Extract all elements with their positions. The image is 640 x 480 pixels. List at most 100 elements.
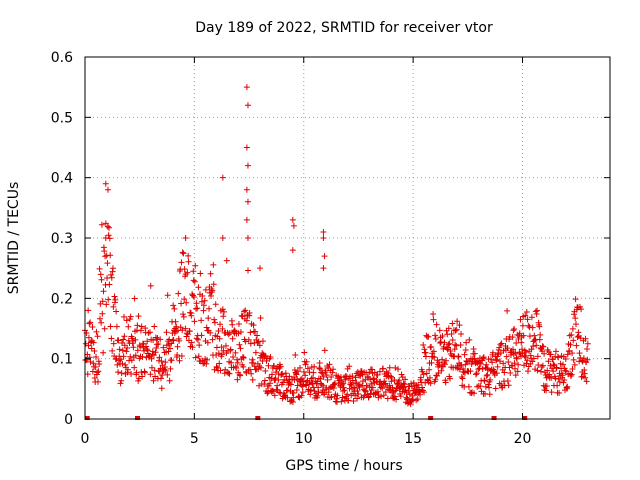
data-point: [261, 381, 268, 388]
data-point: [494, 363, 501, 370]
data-point: [284, 394, 291, 401]
zero-point: [428, 416, 434, 420]
data-point: [583, 378, 590, 385]
data-point: [496, 344, 503, 351]
data-point: [201, 297, 208, 304]
data-point: [147, 282, 154, 289]
zero-point: [491, 416, 497, 420]
data-point: [90, 360, 97, 367]
data-point: [195, 336, 202, 343]
data-point: [182, 325, 189, 332]
data-point: [519, 322, 526, 329]
data-point: [255, 366, 262, 373]
data-point: [320, 265, 327, 272]
data-point: [259, 350, 266, 357]
data-point: [112, 296, 119, 303]
data-point: [485, 381, 492, 388]
data-point: [200, 302, 207, 309]
data-point: [402, 387, 409, 394]
data-point: [303, 382, 310, 389]
data-point: [96, 315, 103, 322]
data-point: [211, 316, 218, 323]
data-point: [353, 379, 360, 386]
data-point: [512, 349, 519, 356]
data-point: [188, 312, 195, 319]
data-point: [350, 397, 357, 404]
data-point: [246, 366, 253, 373]
data-point: [317, 365, 324, 372]
data-point: [562, 367, 569, 374]
data-point: [564, 383, 571, 390]
data-point: [219, 235, 226, 241]
x-tick-labels: 0 5 10 15 20: [81, 431, 532, 447]
data-point: [183, 299, 190, 306]
data-point: [445, 341, 452, 348]
data-point: [226, 370, 233, 377]
data-point: [536, 323, 543, 330]
data-point: [582, 374, 589, 381]
zero-point: [522, 416, 528, 420]
data-point: [225, 370, 232, 377]
data-point: [505, 382, 512, 389]
data-point: [289, 247, 296, 254]
data-point: [509, 334, 516, 341]
data-point: [552, 348, 559, 355]
data-point: [498, 340, 505, 347]
data-point: [441, 361, 448, 368]
data-point: [535, 361, 542, 368]
data-point: [556, 379, 563, 386]
data-point: [380, 365, 387, 372]
data-point: [295, 368, 302, 375]
data-point: [458, 374, 465, 381]
data-point: [154, 335, 161, 342]
data-point: [328, 374, 335, 381]
data-point: [361, 392, 368, 399]
data-point: [324, 376, 331, 383]
data-point: [229, 321, 236, 328]
data-point: [415, 381, 422, 388]
data-point: [447, 375, 454, 382]
data-point: [523, 309, 530, 316]
data-point: [445, 325, 452, 332]
data-point: [485, 384, 492, 391]
data-point: [181, 266, 188, 273]
data-point: [382, 388, 389, 395]
data-point: [487, 356, 494, 363]
data-point: [512, 372, 519, 379]
data-point: [384, 395, 391, 402]
data-point: [571, 361, 578, 368]
data-point: [326, 361, 333, 368]
data-point: [443, 345, 450, 352]
data-point: [430, 348, 437, 355]
data-point: [448, 331, 455, 338]
data-point: [480, 355, 487, 362]
data-point: [340, 384, 347, 391]
data-point: [203, 360, 210, 367]
data-point: [476, 365, 483, 372]
data-point: [522, 312, 529, 319]
data-point: [233, 365, 240, 372]
data-point: [259, 338, 266, 345]
data-point: [102, 235, 109, 241]
data-point: [573, 342, 580, 349]
data-point: [200, 307, 207, 314]
data-point: [191, 318, 198, 325]
data-point: [477, 360, 484, 367]
data-point: [570, 356, 577, 363]
data-point: [410, 379, 417, 386]
data-point: [243, 216, 250, 223]
data-point: [432, 376, 439, 383]
data-point: [185, 252, 192, 259]
data-point: [184, 269, 191, 276]
data-point: [291, 376, 298, 383]
data-point: [332, 398, 339, 405]
data-point: [131, 295, 138, 302]
data-point: [514, 368, 521, 375]
data-point: [352, 392, 359, 399]
data-point: [102, 220, 109, 227]
data-point: [354, 395, 361, 402]
data-point: [104, 186, 111, 193]
data-point: [115, 337, 122, 344]
data-point: [246, 309, 253, 316]
data-point: [539, 362, 546, 369]
